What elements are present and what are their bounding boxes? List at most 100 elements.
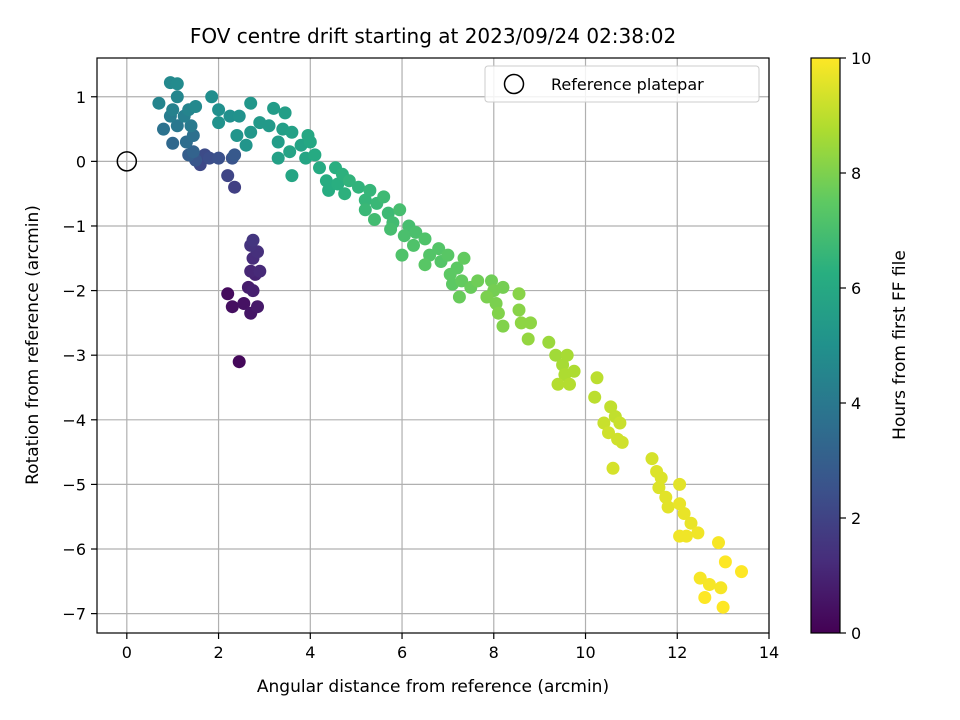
data-point: [170, 90, 184, 104]
data-point: [221, 169, 235, 183]
data-point: [232, 355, 246, 369]
data-point: [551, 377, 565, 391]
data-point: [228, 180, 242, 194]
data-point: [524, 316, 537, 330]
data-point: [441, 248, 455, 262]
data-point: [645, 452, 659, 466]
data-point: [560, 348, 574, 362]
data-point: [285, 169, 299, 183]
data-point: [358, 193, 372, 207]
data-point: [239, 138, 253, 152]
data-point: [237, 297, 251, 310]
data-point: [735, 565, 748, 579]
data-point: [283, 145, 297, 159]
data-point: [604, 400, 618, 414]
data-point: [563, 377, 576, 391]
data-point: [170, 77, 184, 91]
y-tick-label: 1: [76, 88, 86, 107]
data-point: [170, 119, 184, 133]
data-point: [702, 578, 716, 591]
data-point: [157, 122, 170, 136]
legend-marker-reference: [503, 73, 525, 95]
data-point: [471, 274, 485, 288]
data-point: [313, 161, 326, 175]
data-point: [189, 100, 203, 113]
x-tick-label: 8: [489, 643, 499, 662]
data-point: [485, 274, 498, 288]
y-tick-label: −4: [62, 411, 86, 430]
data-point: [244, 96, 258, 110]
data-point: [496, 319, 510, 333]
data-point: [409, 225, 423, 239]
data-point: [358, 203, 372, 217]
data-point: [184, 119, 198, 133]
data-point: [342, 174, 356, 188]
data-point: [714, 581, 728, 595]
data-point: [212, 116, 226, 130]
chart-title: FOV centre drift starting at 2023/09/24 …: [190, 24, 676, 48]
colorbar-tick-label: 10: [851, 49, 871, 68]
x-tick-label: 4: [305, 643, 315, 662]
scatter-points: [152, 76, 748, 614]
colorbar: 0 2 4 6 8 10 Hours from first FF file: [810, 49, 910, 643]
colorbar-label: Hours from first FF file: [890, 250, 910, 440]
data-point: [677, 507, 691, 520]
data-point: [301, 129, 315, 142]
data-point: [432, 242, 446, 256]
data-point: [673, 529, 687, 543]
data-point: [556, 358, 570, 372]
reference-point: [116, 151, 138, 172]
data-point: [223, 109, 237, 123]
y-tick-label: −6: [62, 540, 86, 559]
y-axis-label: Rotation from reference (arcmin): [23, 205, 43, 485]
data-point: [338, 187, 352, 201]
data-point: [384, 222, 398, 236]
data-point: [684, 516, 698, 530]
data-point: [267, 101, 281, 115]
data-point: [407, 238, 420, 252]
data-point: [716, 600, 730, 614]
data-point: [549, 348, 563, 362]
data-point: [512, 303, 526, 317]
data-point: [202, 151, 216, 165]
data-point: [377, 190, 391, 204]
x-axis-label: Angular distance from reference (arcmin): [257, 677, 609, 697]
data-point: [418, 258, 432, 272]
reference-marker: [116, 151, 138, 172]
data-point: [512, 287, 526, 301]
data-point: [186, 145, 200, 159]
data-point: [480, 290, 494, 304]
data-point: [331, 177, 345, 191]
legend-box: [484, 65, 760, 103]
x-tick-label: 2: [213, 643, 223, 662]
data-point: [253, 264, 267, 278]
data-point: [152, 96, 166, 110]
y-tick-label: −1: [62, 217, 86, 236]
data-point: [166, 136, 180, 150]
data-point: [693, 571, 707, 585]
colorbar-tick-label: 6: [851, 279, 861, 298]
data-point: [166, 103, 180, 117]
data-point: [246, 233, 260, 247]
y-tick-label: −3: [62, 346, 86, 365]
data-point: [285, 125, 299, 139]
colorbar-tick-label: 2: [851, 509, 861, 528]
data-point: [691, 526, 705, 540]
data-point: [452, 290, 466, 304]
data-point: [251, 300, 264, 314]
data-point: [613, 416, 627, 430]
data-point: [308, 148, 322, 162]
data-point: [597, 416, 611, 430]
data-point: [278, 106, 292, 120]
x-tick-label: 14: [759, 643, 779, 662]
data-point: [659, 490, 673, 504]
data-point: [271, 151, 285, 165]
data-point: [186, 129, 200, 142]
data-point: [368, 213, 381, 226]
data-point: [395, 248, 409, 262]
data-point: [588, 390, 602, 404]
data-point: [455, 274, 469, 288]
data-point: [652, 481, 666, 495]
data-point: [673, 477, 687, 491]
y-tick-label: −5: [62, 475, 86, 494]
